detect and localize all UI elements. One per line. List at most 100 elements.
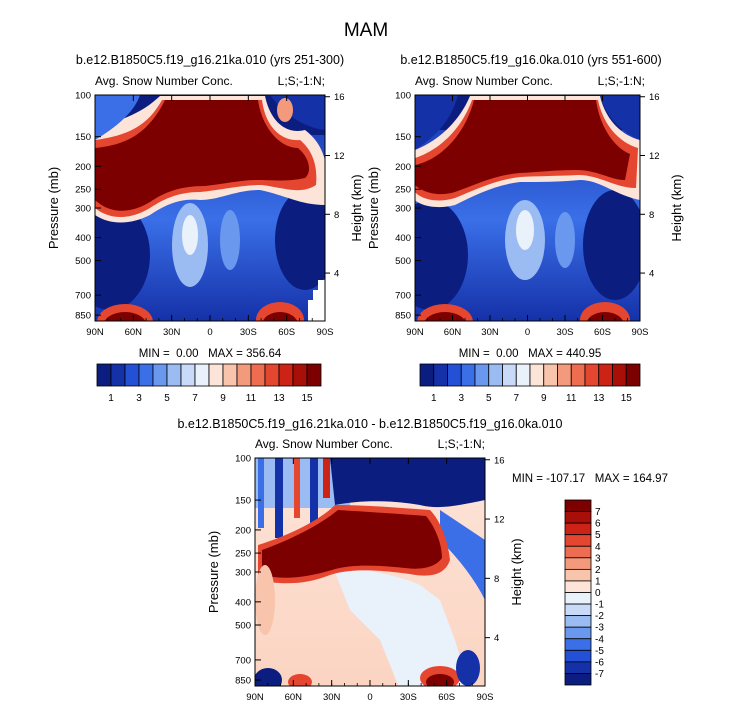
panel-a-maroon-core (95, 100, 310, 211)
panel-c-sh-blue (440, 510, 485, 600)
colorbar-swatch (564, 673, 592, 686)
x-tick-label: 30N (163, 327, 181, 338)
x-tick-label: 60S (594, 327, 611, 338)
colorbar-tick-label: 1 (431, 393, 437, 404)
colorbar-tick-label: 9 (541, 393, 547, 404)
y-tick-label: 100 (235, 454, 251, 465)
colorbar-swatch (110, 363, 126, 387)
panel-b-white-core (516, 210, 534, 250)
y-tick-label: 200 (75, 162, 91, 173)
panel-c-axes: 90N 60N 30N 0 30S 60S 90S 100 150 200 250 300 400 500… (235, 454, 504, 704)
panel-c-nh-peach (255, 565, 275, 635)
colorbar-swatch (564, 603, 592, 617)
panel-b-ylabel: Pressure (mb) (366, 167, 381, 249)
panel-b-nw-blob (415, 95, 458, 150)
colorbar-tick-label: 6 (595, 519, 601, 530)
panel-a-axes: 90N 60N 30N 0 30S 60S 90S 100 150 200 250 300 400 500… (75, 91, 344, 339)
height-tick-label: 4 (334, 269, 339, 280)
y-tick-label: 400 (395, 233, 411, 244)
colorbar-swatch (564, 511, 592, 524)
colorbar-tick-label: 5 (164, 393, 170, 404)
panel-c-ylabel: Pressure (mb) (206, 531, 221, 613)
colorbar-swatch (138, 363, 154, 387)
panel-c: b.e12.B1850C5.f19_g16.21ka.010 - b.e12.B… (177, 417, 668, 703)
panel-c-sfc-sh-blue (456, 650, 480, 686)
y-tick-label: 700 (75, 291, 91, 302)
colorbar-swatch (166, 363, 182, 387)
x-tick-label: 30S (240, 327, 257, 338)
colorbar-swatch (124, 363, 140, 387)
panel-a-contour-field (95, 95, 325, 321)
colorbar-tick-label: 13 (593, 393, 605, 404)
panel-b: b.e12.B1850C5.f19_g16.0ka.010 (yrs 551-6… (366, 53, 684, 404)
panel-a: b.e12.B1850C5.f19_g16.21ka.010 (yrs 251-… (46, 53, 364, 404)
colorbar-tick-label: 11 (566, 393, 577, 404)
colorbar-swatch (564, 649, 592, 663)
panel-b-title: b.e12.B1850C5.f19_g16.0ka.010 (yrs 551-6… (400, 53, 661, 67)
panel-c-right-string: L;S;-1:N; (438, 437, 485, 451)
colorbar-swatch (222, 363, 238, 387)
x-tick-label: 90S (317, 327, 334, 338)
colorbar-tick-label: -3 (595, 623, 604, 634)
colorbar-swatch (460, 363, 476, 387)
panel-a-ylabel: Pressure (mb) (46, 167, 61, 249)
colorbar-tick-label: 3 (595, 553, 601, 564)
colorbar-swatch (564, 499, 592, 512)
height-tick-label: 4 (494, 633, 499, 644)
y-tick-label: 300 (75, 204, 91, 215)
x-tick-label: 0 (367, 692, 372, 703)
colorbar-swatch (557, 363, 572, 387)
colorbar-tick-label: -1 (595, 600, 604, 611)
height-tick-label: 8 (649, 210, 654, 221)
panel-c-streak-4 (310, 458, 318, 528)
colorbar-swatch (515, 363, 531, 387)
y-tick-label: 850 (395, 311, 411, 322)
x-tick-label: 0 (207, 327, 212, 338)
panel-c-upper-dark (330, 458, 485, 508)
colorbar-tick-label: 5 (486, 393, 492, 404)
panel-c-sfc-nh-red (288, 674, 312, 686)
colorbar-tick-label: -4 (595, 634, 604, 645)
panel-a-dark-sh (275, 190, 325, 290)
x-tick-label: 30N (481, 327, 499, 338)
panel-a-nw-blob (95, 95, 140, 140)
panel-c-streak-2 (275, 458, 283, 538)
colorbar-swatch (564, 568, 592, 582)
panel-a-right-string: L;S;-1:N; (278, 74, 325, 88)
panel-b-axes: 90N 60N 30N 0 30S 60S 90S 100 150 200 250 300 400 500… (395, 91, 659, 339)
panel-a-dark-nh (95, 200, 150, 310)
panel-a-stats: MIN = 0.00 MAX = 356.64 (139, 348, 282, 360)
y-tick-label: 100 (395, 91, 411, 102)
x-tick-label: 0 (525, 327, 530, 338)
colorbar-swatch (306, 363, 322, 387)
y-tick-label: 200 (235, 525, 251, 536)
panel-b-contour-field (415, 95, 640, 321)
colorbar-tick-label: 3 (458, 393, 464, 404)
colorbar-swatch (564, 638, 592, 651)
y-tick-label: 300 (395, 204, 411, 215)
panel-c-ylabel-right: Height (km) (509, 538, 524, 605)
x-tick-label: 60N (285, 692, 303, 703)
panel-a-white-core (182, 215, 198, 255)
colorbar-swatch (564, 626, 592, 640)
panel-a-antarctic-mask (308, 280, 325, 321)
y-tick-label: 250 (395, 185, 411, 196)
y-tick-label: 850 (235, 676, 251, 687)
colorbar-tick-label: 2 (595, 565, 601, 576)
colorbar-tick-label: 11 (246, 393, 257, 404)
x-tick-label: 30S (557, 327, 574, 338)
panel-a-sfc-sh (262, 312, 298, 321)
colorbar-tick-label: 15 (301, 393, 313, 404)
y-tick-label: 850 (75, 311, 91, 322)
panel-c-streak-1 (258, 458, 264, 528)
height-tick-label: 4 (649, 269, 654, 280)
panel-b-dark-nh (415, 200, 468, 310)
y-tick-label: 400 (75, 233, 91, 244)
y-tick-label: 500 (235, 621, 251, 632)
colorbar-swatch (194, 363, 210, 387)
height-tick-label: 16 (334, 92, 345, 103)
panel-a-ne-patch (277, 98, 293, 122)
colorbar-swatch (564, 592, 592, 605)
colorbar-swatch (543, 363, 558, 387)
colorbar-swatch (502, 363, 517, 387)
